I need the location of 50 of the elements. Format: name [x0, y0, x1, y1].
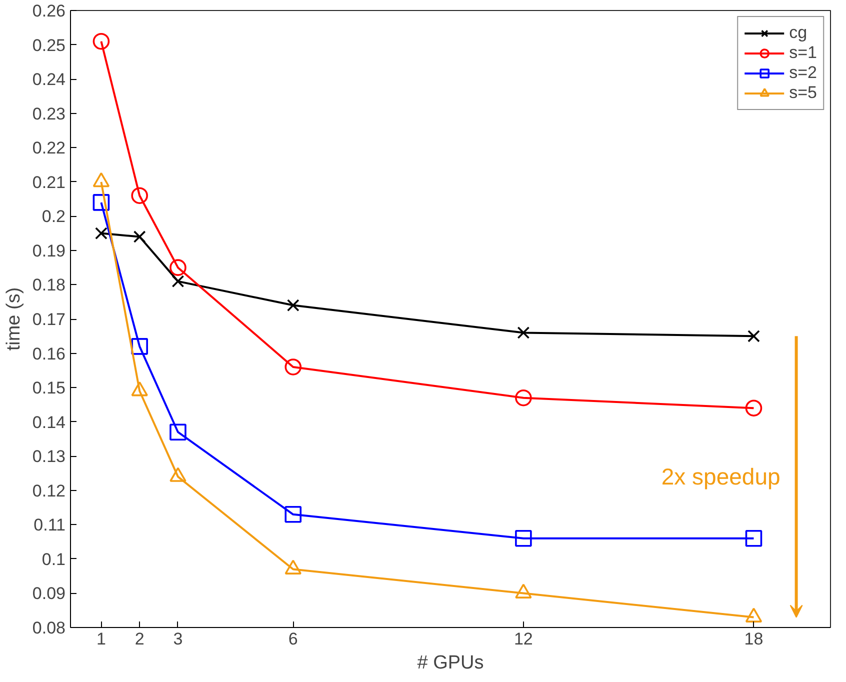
y-tick-label: 0.12 — [32, 481, 66, 500]
point — [92, 194, 110, 211]
point — [745, 400, 762, 417]
point — [515, 389, 532, 406]
y-tick-label: 0.17 — [32, 310, 66, 329]
y-tick-label: 0.14 — [32, 412, 66, 432]
y-tick-label: 0.22 — [32, 138, 66, 158]
point — [172, 275, 184, 288]
y-tick-label: 0.19 — [32, 241, 66, 260]
y-tick-label: 0.25 — [32, 36, 66, 55]
point — [745, 530, 762, 547]
y-tick-label: 0.09 — [32, 584, 66, 604]
point — [133, 230, 146, 243]
point — [95, 227, 108, 240]
y-tick-label: 0.24 — [32, 70, 66, 90]
point — [92, 32, 110, 50]
point — [284, 506, 302, 523]
legend-label: s=2 — [789, 63, 817, 83]
point — [515, 530, 532, 547]
point — [284, 358, 302, 376]
x-tick-label: 12 — [514, 630, 533, 648]
point — [286, 299, 300, 312]
x-tick-label: 18 — [744, 630, 764, 648]
x-tick-label: 3 — [173, 630, 183, 648]
y-tick-label: 0.11 — [34, 516, 66, 535]
legend-label: s=5 — [789, 83, 817, 103]
y-tick-label: 0.16 — [32, 344, 66, 364]
x-axis-title: # GPUs — [417, 652, 484, 674]
legend-label: cg — [789, 23, 808, 43]
y-tick-label: 0.18 — [32, 276, 66, 295]
x-tick-label: 1 — [96, 630, 106, 648]
x-tick-label: 6 — [288, 630, 298, 648]
y-tick-label: 0.2 — [42, 207, 66, 226]
y-tick-label: 0.08 — [32, 618, 66, 638]
legend-label: s=1 — [789, 43, 817, 63]
y-tick-label: 0.26 — [32, 2, 66, 20]
point — [748, 330, 760, 342]
y-tick-label: 0.15 — [32, 378, 66, 398]
point — [131, 338, 148, 355]
point — [517, 326, 530, 339]
point — [170, 259, 186, 276]
x-tick-label: 2 — [134, 630, 144, 648]
annotation: 2x speedup — [661, 464, 780, 490]
y-tick-label: 0.21 — [32, 172, 66, 192]
y-tick-label: 0.13 — [32, 447, 66, 466]
y-axis-title: time (s) — [3, 287, 24, 351]
point — [170, 424, 186, 441]
y-tick-label: 0.23 — [32, 104, 66, 124]
point — [131, 187, 148, 204]
y-tick-label: 0.1 — [42, 550, 66, 569]
